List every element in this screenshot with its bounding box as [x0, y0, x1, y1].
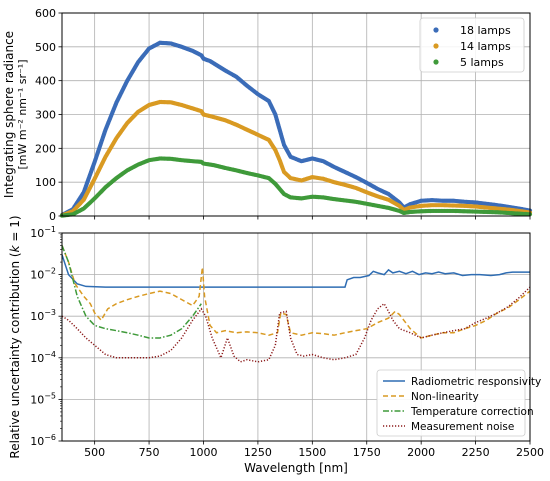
bottom-panel-y-axis-label: Relative uncertainty contribution (k = 1…	[8, 215, 22, 458]
legend-marker	[433, 27, 439, 33]
bottom-y-tick-label: 10−1	[30, 225, 56, 240]
bottom-x-tick-label: 1750	[353, 446, 381, 459]
legend-label: Non-linearity	[411, 391, 479, 403]
bottom-panel-axes: 500 750 1000 1250 1500 1750 2000 2250 2500 10−6 10…	[30, 225, 544, 459]
legend-marker	[433, 43, 439, 49]
bottom-x-tick-label: 1000	[189, 446, 217, 459]
top-y-tick-label: 300	[35, 109, 56, 122]
bottom-x-tick-label: 500	[84, 446, 105, 459]
top-y-tick-label: 100	[35, 176, 56, 189]
legend-label: 18 lamps	[460, 24, 511, 37]
bottom-y-tick-label: 10−2	[30, 267, 56, 282]
top-panel-plot-area	[59, 40, 533, 218]
legend-label: 5 lamps	[460, 56, 504, 69]
bottom-panel-frame	[61, 232, 531, 442]
top-y-tick-label: 0	[49, 210, 56, 223]
legend-label: Measurement noise	[411, 421, 514, 433]
top-panel-legend: 18 lamps 14 lamps 5 lamps	[419, 17, 525, 73]
top-y-tick-label: 200	[35, 142, 56, 155]
bottom-x-tick-label: 2250	[462, 446, 490, 459]
legend-label: Temperature correction	[410, 406, 534, 418]
bottom-x-tick-label: 1250	[244, 446, 272, 459]
bottom-y-tick-label: 10−4	[30, 350, 56, 365]
top-y-tick-label: 400	[35, 75, 56, 88]
bottom-y-tick-label: 10−3	[30, 308, 56, 323]
bottom-y-tick-label: 10−6	[30, 433, 56, 448]
bottom-series-2	[62, 245, 202, 339]
bottom-panel-x-axis-label: Wavelength [nm]	[244, 461, 348, 475]
bottom-series-0	[62, 254, 530, 288]
legend-marker	[433, 59, 439, 65]
top-panel-y-axis: 0 100 200 300 400 500 600	[35, 7, 531, 223]
top-y-tick-label: 600	[35, 7, 56, 20]
top-panel-frame	[61, 12, 531, 217]
bottom-x-tick-label: 1500	[298, 446, 326, 459]
legend-label: Radiometric responsivity	[411, 376, 541, 388]
bottom-panel-plot-area	[62, 245, 530, 363]
legend-label: 14 lamps	[460, 40, 511, 53]
top-panel-y-axis-label: Integrating sphere radiance	[2, 31, 16, 198]
bottom-x-tick-label: 2500	[516, 446, 544, 459]
bottom-panel-legend: Radiometric responsivity Non-linearity Tem…	[376, 369, 541, 437]
bottom-legend-box	[376, 369, 526, 437]
bottom-y-tick-label: 10−5	[30, 391, 56, 406]
top-y-tick-label: 500	[35, 41, 56, 54]
top-legend-box	[419, 17, 525, 73]
bottom-x-tick-label: 750	[139, 446, 160, 459]
top-series-2	[59, 156, 533, 218]
bottom-x-tick-label: 2000	[407, 446, 435, 459]
top-panel-y-axis-unit: [mW m⁻² nm⁻¹ sr⁻¹]	[16, 60, 29, 170]
